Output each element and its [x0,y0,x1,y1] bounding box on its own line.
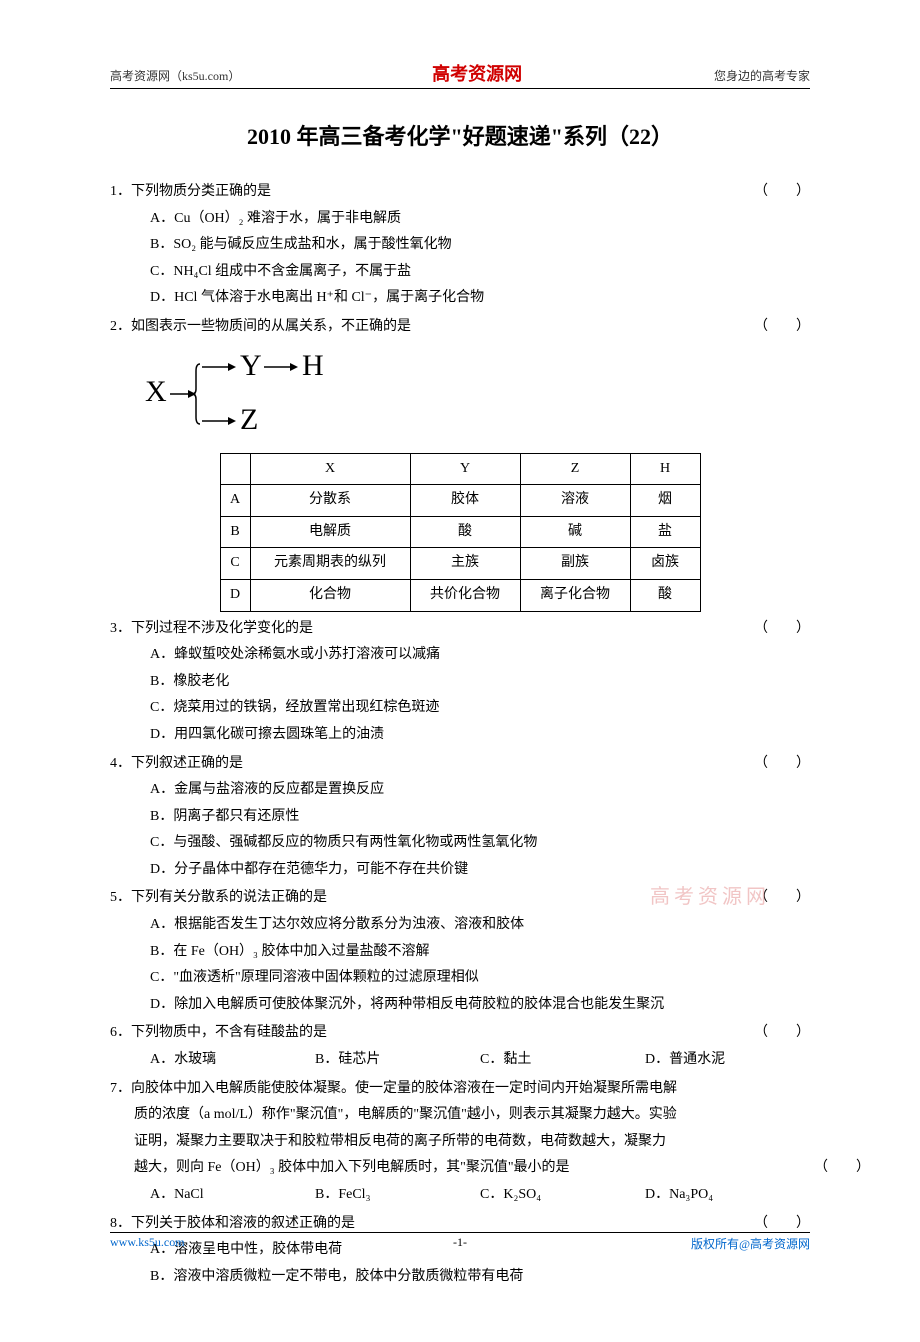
table-cell [220,453,250,485]
q8-opt-b: B．溶液中溶质微粒一定不带电，胶体中分散质微粒带有电荷 [110,1264,810,1291]
q6-opt-d: D．普通水泥 [645,1047,810,1074]
q7-opt-b: B．FeCl₃ [315,1182,480,1209]
q4-opt-a: A．金属与盐溶液的反应都是置换反应 [110,777,810,804]
q5-opt-c: C．"血液透析"原理同溶液中固体颗粒的过滤原理相似 [110,965,810,992]
page-footer: www.ks5u.com -1- 版权所有@高考资源网 [110,1232,810,1252]
watermark: 高考资源网 [650,880,770,909]
table-row: B 电解质 酸 碱 盐 [220,516,700,548]
table-cell: 主族 [410,548,520,580]
table-row: A 分散系 胶体 溶液 烟 [220,485,700,517]
answer-blank: （ ） [814,1155,870,1182]
table-cell: 电解质 [250,516,410,548]
table-cell: 化合物 [250,579,410,611]
q1-opt-a: A．Cu（OH）₂ 难溶于水，属于非电解质 [110,206,810,233]
q2-table-wrap: X Y Z H A 分散系 胶体 溶液 烟 B 电解质 酸 碱 盐 [110,453,810,612]
header-right: 您身边的高考专家 [714,67,810,84]
q7-opt-d: D．Na₃PO₄ [645,1182,810,1209]
q7-opt-a: A．NaCl [150,1182,315,1209]
table-row: C 元素周期表的纵列 主族 副族 卤族 [220,548,700,580]
header-center: 高考资源网 [432,60,522,86]
q7-opt-c: C．K₂SO₄ [480,1182,645,1209]
table-cell: H [630,453,700,485]
q7-options: A．NaCl B．FeCl₃ C．K₂SO₄ D．Na₃PO₄ [110,1182,810,1209]
q1-stem: 1．下列物质分类正确的是 [110,179,734,206]
table-cell: 盐 [630,516,700,548]
diagram-z: Z [240,403,258,436]
q4-opt-c: C．与强酸、强碱都反应的物质只有两性氧化物或两性氢氧化物 [110,830,810,857]
header-left: 高考资源网（ks5u.com） [110,67,240,84]
q5-opt-b: B．在 Fe（OH）₃ 胶体中加入过量盐酸不溶解 [110,939,810,966]
question-4: 4．下列叙述正确的是 （ ） A．金属与盐溶液的反应都是置换反应 B．阴离子都只… [110,751,810,884]
table-cell: 离子化合物 [520,579,630,611]
table-cell: 副族 [520,548,630,580]
table-cell: Z [520,453,630,485]
q7-stem-line2: 质的浓度（a mol/L）称作"聚沉值"，电解质的"聚沉值"越小，则表示其凝聚力… [110,1102,810,1129]
q2-diagram: X Y H Z [110,341,810,447]
diagram-y: Y [240,349,262,382]
table-cell: 胶体 [410,485,520,517]
table-cell: 烟 [630,485,700,517]
question-6: 6．下列物质中，不含有硅酸盐的是 （ ） A．水玻璃 B．硅芯片 C．黏土 D．… [110,1020,810,1073]
table-row: D 化合物 共价化合物 离子化合物 酸 [220,579,700,611]
answer-blank: （ ） [754,1020,810,1047]
question-1: 1．下列物质分类正确的是 （ ） A．Cu（OH）₂ 难溶于水，属于非电解质 B… [110,179,810,312]
document-title: 2010 年高三备考化学"好题速递"系列（22） [110,119,810,151]
q3-opt-b: B．橡胶老化 [110,669,810,696]
q3-opt-a: A．蜂蚁蜇咬处涂稀氨水或小苏打溶液可以减痛 [110,642,810,669]
answer-blank: （ ） [754,314,810,341]
question-7: 7．向胶体中加入电解质能使胶体凝聚。使一定量的胶体溶液在一定时间内开始凝聚所需电… [110,1076,810,1209]
diagram-h: H [302,349,324,382]
q1-opt-c: C．NH₄Cl 组成中不含金属离子，不属于盐 [110,259,810,286]
q4-stem: 4．下列叙述正确的是 [110,751,734,778]
table-cell: X [250,453,410,485]
question-3: 3．下列过程不涉及化学变化的是 （ ） A．蜂蚁蜇咬处涂稀氨水或小苏打溶液可以减… [110,616,810,749]
table-cell: B [220,516,250,548]
table-cell: 分散系 [250,485,410,517]
table-cell: 溶液 [520,485,630,517]
q6-options: A．水玻璃 B．硅芯片 C．黏土 D．普通水泥 [110,1047,810,1074]
table-cell: A [220,485,250,517]
q6-opt-c: C．黏土 [480,1047,645,1074]
q2-stem: 2．如图表示一些物质间的从属关系，不正确的是 [110,314,734,341]
q3-opt-c: C．烧菜用过的铁锅，经放置常出现红棕色斑迹 [110,695,810,722]
answer-blank: （ ） [754,616,810,643]
q5-opt-a: A．根据能否发生丁达尔效应将分散系分为浊液、溶液和胶体 [110,912,810,939]
footer-right: 版权所有@高考资源网 [691,1235,810,1252]
q5-opt-d: D．除加入电解质可使胶体聚沉外，将两种带相反电荷胶粒的胶体混合也能发生聚沉 [110,992,810,1019]
table-cell: 共价化合物 [410,579,520,611]
table-cell: Y [410,453,520,485]
page-header: 高考资源网（ks5u.com） 高考资源网 您身边的高考专家 [110,60,810,89]
q7-stem-line1: 7．向胶体中加入电解质能使胶体凝聚。使一定量的胶体溶液在一定时间内开始凝聚所需电… [110,1076,810,1103]
q5-stem: 5．下列有关分散系的说法正确的是 [110,885,734,912]
table-cell: 碱 [520,516,630,548]
q1-opt-d: D．HCl 气体溶于水电离出 H⁺和 Cl⁻，属于离子化合物 [110,285,810,312]
footer-page-number: -1- [453,1235,467,1250]
q6-stem: 6．下列物质中，不含有硅酸盐的是 [110,1020,734,1047]
table-cell: D [220,579,250,611]
question-2: 2．如图表示一些物质间的从属关系，不正确的是 （ ） X Y H Z [110,314,810,612]
q4-opt-b: B．阴离子都只有还原性 [110,804,810,831]
table-cell: 酸 [410,516,520,548]
table-cell: 酸 [630,579,700,611]
answer-blank: （ ） [754,751,810,778]
answer-blank: （ ） [754,179,810,206]
q6-opt-a: A．水玻璃 [150,1047,315,1074]
q7-stem-line3: 证明，凝聚力主要取决于和胶粒带相反电荷的离子所带的电荷数，电荷数越大，凝聚力 [110,1129,810,1156]
q6-opt-b: B．硅芯片 [315,1047,480,1074]
table-cell: C [220,548,250,580]
q7-stem-line4: 越大，则向 Fe（OH）₃ 胶体中加入下列电解质时，其"聚沉值"最小的是 [110,1155,794,1182]
q2-table: X Y Z H A 分散系 胶体 溶液 烟 B 电解质 酸 碱 盐 [220,453,701,612]
diagram-x: X [145,375,167,408]
table-cell: 元素周期表的纵列 [250,548,410,580]
table-header-row: X Y Z H [220,453,700,485]
table-cell: 卤族 [630,548,700,580]
footer-left: www.ks5u.com [110,1235,185,1252]
q3-opt-d: D．用四氯化碳可擦去圆珠笔上的油渍 [110,722,810,749]
document-page: 高考资源网（ks5u.com） 高考资源网 您身边的高考专家 2010 年高三备… [0,0,920,1342]
q1-opt-b: B．SO₂ 能与碱反应生成盐和水，属于酸性氧化物 [110,232,810,259]
q3-stem: 3．下列过程不涉及化学变化的是 [110,616,734,643]
